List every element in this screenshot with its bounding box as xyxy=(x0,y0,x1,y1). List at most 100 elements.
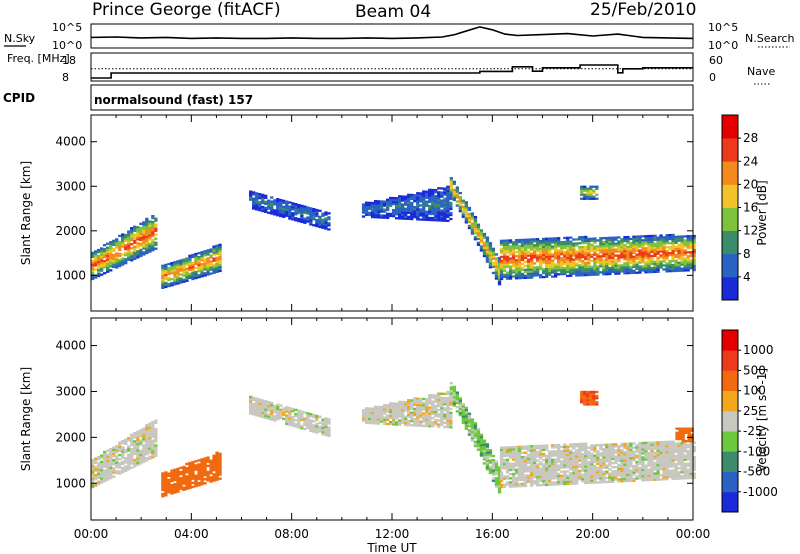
colorbar-swatch xyxy=(722,471,738,493)
heatmap-cell xyxy=(692,258,696,262)
heatmap-cell xyxy=(632,471,636,474)
heatmap-cell xyxy=(499,247,504,250)
heatmap-cell xyxy=(665,459,669,462)
heatmap-cell xyxy=(130,443,134,447)
heatmap-cell xyxy=(422,212,426,215)
heatmap-cell xyxy=(255,206,259,209)
heatmap-cell xyxy=(103,262,107,265)
heatmap-cell xyxy=(488,449,493,452)
heatmap-cell xyxy=(176,480,180,483)
heatmap-cell xyxy=(623,248,627,251)
heatmap-cell xyxy=(425,196,429,199)
heatmap-cell xyxy=(170,473,174,476)
heatmap-cell xyxy=(151,247,155,250)
heatmap-cell xyxy=(315,212,319,216)
heatmap-cell xyxy=(638,446,642,449)
heatmap-cell xyxy=(185,261,189,264)
heatmap-cell xyxy=(508,241,513,244)
heatmap-cell xyxy=(473,424,478,427)
heatmap-cell xyxy=(145,442,149,445)
heatmap-cell xyxy=(533,480,537,483)
heatmap-cell xyxy=(557,445,561,449)
heatmap-cell xyxy=(136,457,140,460)
heatmap-cell xyxy=(617,248,621,251)
heatmap-cell xyxy=(413,206,417,209)
heatmap-cell xyxy=(389,414,393,418)
heatmap-cell xyxy=(680,239,684,242)
heatmap-cell xyxy=(276,416,280,419)
heatmap-cell xyxy=(392,402,396,405)
heatmap-cell xyxy=(218,267,222,271)
heatmap-cell xyxy=(587,467,591,470)
heatmap-cell xyxy=(148,224,152,227)
heatmap-cell xyxy=(103,453,107,456)
heatmap-cell xyxy=(419,405,423,409)
heatmap-cell xyxy=(499,463,504,466)
heatmap-cell xyxy=(520,466,525,469)
heatmap-cell xyxy=(545,265,549,268)
heatmap-cell xyxy=(653,462,657,465)
heatmap-cell xyxy=(611,476,615,479)
heatmap-cell xyxy=(690,437,694,441)
heatmap-cell xyxy=(520,445,525,448)
heatmap-cell xyxy=(449,394,453,397)
cpid-label: CPID xyxy=(3,91,35,105)
heatmap-cell xyxy=(142,460,146,463)
heatmap-cell xyxy=(452,400,456,403)
heatmap-cell xyxy=(491,467,496,470)
heatmap-cell xyxy=(142,221,146,224)
heatmap-cell xyxy=(380,216,384,219)
heatmap-cell xyxy=(659,441,663,444)
heatmap-cell xyxy=(413,409,417,413)
heatmap-cell xyxy=(133,225,137,228)
colorbar-swatch xyxy=(722,451,738,472)
heatmap-cell xyxy=(505,261,510,264)
heatmap-cell xyxy=(458,210,462,213)
heatmap-cell xyxy=(218,251,222,255)
heatmap-cell xyxy=(91,269,95,273)
heatmap-cell xyxy=(511,481,516,484)
heatmap-cell xyxy=(130,247,134,250)
heatmap-cell xyxy=(97,480,101,484)
heatmap-cell xyxy=(173,476,177,480)
heatmap-cell xyxy=(623,444,627,448)
heatmap-cell xyxy=(557,243,561,246)
heatmap-cell xyxy=(683,462,687,465)
heatmap-cell xyxy=(455,196,459,199)
heatmap-cell xyxy=(677,239,681,242)
heatmap-cell xyxy=(530,242,534,245)
heatmap-cell xyxy=(300,212,304,215)
heatmap-cell xyxy=(398,195,402,198)
heatmap-cell xyxy=(109,448,113,451)
heatmap-cell xyxy=(112,463,116,466)
heatmap-cell xyxy=(413,210,417,213)
heatmap-cell xyxy=(557,251,561,254)
heatmap-cell xyxy=(288,215,292,218)
heatmap-cell xyxy=(443,396,447,400)
heatmap-cell xyxy=(530,248,534,251)
heatmap-cell xyxy=(539,448,543,452)
heatmap-cell xyxy=(121,466,125,470)
heatmap-cell xyxy=(404,415,408,418)
ytick-label: 4000 xyxy=(55,135,86,149)
heatmap-cell xyxy=(449,392,453,395)
heatmap-cell xyxy=(635,253,639,256)
heatmap-cell xyxy=(644,445,648,449)
heatmap-cell xyxy=(467,416,472,420)
heatmap-cell xyxy=(161,476,165,479)
heatmap-cell xyxy=(215,453,219,457)
heatmap-cell xyxy=(526,474,531,477)
heatmap-cell xyxy=(575,451,579,454)
heatmap-cell xyxy=(502,243,507,246)
heatmap-cell xyxy=(526,465,531,469)
heatmap-cell xyxy=(626,258,630,261)
heatmap-cell xyxy=(127,236,131,239)
heatmap-cell xyxy=(508,462,513,465)
heatmap-cell xyxy=(212,458,216,462)
heatmap-cell xyxy=(194,478,198,482)
heatmap-cell xyxy=(458,411,462,415)
heatmap-cell xyxy=(595,401,599,404)
heatmap-cell xyxy=(136,252,140,255)
heatmap-cell xyxy=(258,408,262,412)
heatmap-cell xyxy=(542,241,546,245)
